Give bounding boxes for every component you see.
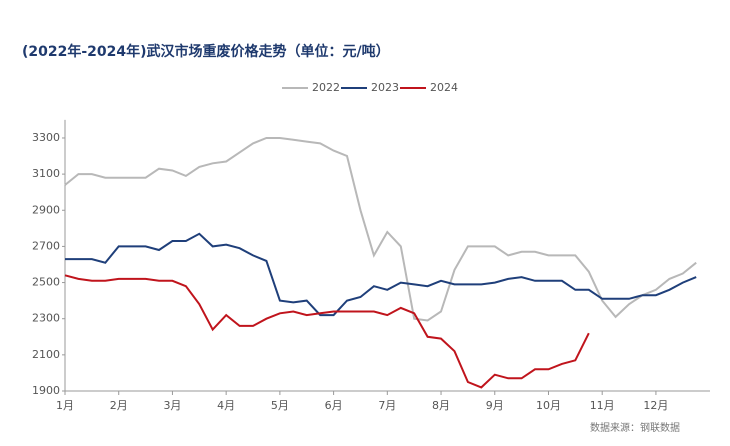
- y-tick-label: 1900: [32, 384, 60, 397]
- chart-title: (2022年-2024年)武汉市场重废价格走势（单位：元/吨）: [22, 43, 390, 60]
- y-tick-label: 3100: [32, 167, 60, 180]
- x-tick-label: 5月: [271, 399, 289, 412]
- x-tick-label: 12月: [643, 399, 668, 412]
- x-tick-label: 3月: [163, 399, 181, 412]
- legend-label: 2023: [371, 81, 399, 94]
- x-tick-label: 10月: [536, 399, 561, 412]
- x-tick-label: 1月: [56, 399, 74, 412]
- x-tick-label: 7月: [378, 399, 396, 412]
- x-tick-label: 11月: [590, 399, 615, 412]
- y-tick-label: 2700: [32, 239, 60, 252]
- x-tick-label: 6月: [325, 399, 343, 412]
- series-line: [64, 274, 590, 389]
- legend-label: 2022: [312, 81, 340, 94]
- y-tick-label: 2500: [32, 276, 60, 289]
- x-tick-label: 2月: [110, 399, 128, 412]
- series-line: [65, 232, 697, 317]
- y-tick-label: 2900: [32, 203, 60, 216]
- legend-label: 2024: [430, 81, 458, 94]
- y-tick-label: 2100: [32, 348, 60, 361]
- series-line: [64, 137, 697, 322]
- source: 数据来源：钢联数据: [590, 421, 680, 434]
- x-tick-label: 4月: [217, 399, 235, 412]
- x-tick-label: 8月: [432, 399, 450, 412]
- x-tick-label: 9月: [486, 399, 504, 412]
- y-tick-label: 2300: [32, 312, 60, 325]
- y-tick-label: 3300: [32, 131, 60, 144]
